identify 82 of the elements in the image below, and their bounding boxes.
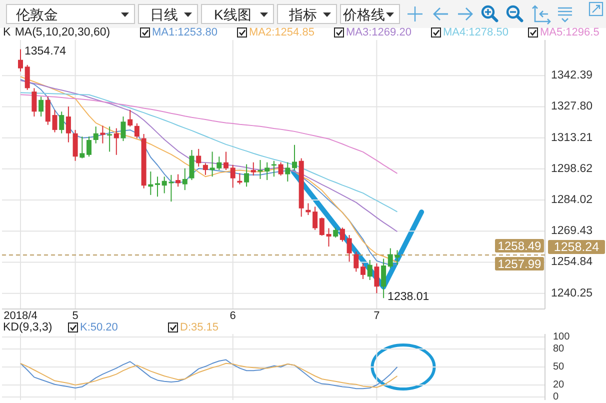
y-tick-label: 1342.39 [551, 70, 593, 82]
candlestick [80, 136, 85, 159]
candlestick [326, 228, 332, 248]
candlestick [250, 162, 256, 176]
candlestick [52, 109, 58, 133]
y-tick-label: 20 [553, 380, 565, 390]
candlestick [86, 136, 92, 158]
candlestick [367, 259, 372, 281]
ref-line-label: 1258.24 [554, 240, 600, 254]
text: 1258.49 [498, 238, 542, 253]
y-tick-label: 100 [553, 332, 570, 342]
annotation: 1354.74 [24, 45, 67, 58]
candlestick [381, 258, 386, 299]
text: MA3:1269.20 [346, 26, 412, 38]
candlestick [18, 48, 23, 72]
candlestick [394, 250, 400, 266]
dropdown: 伦敦金 [6, 4, 135, 24]
candlestick [374, 262, 380, 294]
y-tick-label: 80 [553, 344, 565, 354]
candlestick [134, 122, 140, 139]
x-tick-label: 7 [374, 310, 380, 322]
candlestick [196, 148, 202, 168]
y-tick-label: 1298.62 [551, 162, 593, 175]
candlestick [312, 206, 318, 230]
dropdown: 指标 [277, 4, 337, 24]
text: MA2:1254.85 [249, 26, 314, 38]
dropdown: K线图 [201, 4, 274, 24]
y-tick-label: 1313.21 [551, 132, 593, 144]
y-tick-label: 50 [553, 362, 565, 372]
candlestick [182, 168, 188, 191]
y-tick-label: 1327.80 [551, 100, 593, 113]
candlestick [189, 149, 194, 181]
y-tick-label: 1254.84 [551, 256, 594, 268]
candlestick [45, 96, 50, 126]
candlestick [72, 129, 78, 162]
dropdown: 日线 [138, 4, 198, 24]
chart-title: K [3, 26, 11, 38]
candlestick [155, 176, 160, 198]
x-tick-label: 6 [230, 310, 236, 322]
candlestick [202, 162, 208, 176]
candlestick [59, 111, 64, 134]
text: K:50.20 [80, 322, 118, 334]
candlestick [100, 125, 106, 144]
candlestick [340, 227, 345, 242]
line-series [20, 92, 398, 212]
candlestick [292, 144, 297, 171]
candlestick [114, 128, 119, 156]
candlestick [354, 251, 359, 272]
y-tick-label: 1240.25 [551, 287, 593, 300]
y-tick-label: 1269.43 [551, 225, 593, 238]
candlestick [346, 234, 352, 262]
y-tick-label: 0 [553, 392, 559, 402]
candlestick [224, 151, 228, 171]
candlestick [93, 126, 98, 144]
x-tick-label: 2018/4 [4, 310, 38, 322]
candlestick [38, 96, 44, 118]
legend-title: MA(5,10,20,30,60) [14, 26, 110, 38]
candlestick [388, 248, 393, 269]
candlestick [66, 106, 71, 143]
text: MA4:1278.50 [443, 26, 508, 38]
candlestick [176, 174, 181, 188]
candlestick [107, 126, 112, 152]
x-tick-label: 5 [72, 310, 78, 322]
candlestick [128, 109, 133, 128]
text: MA1:1253.80 [152, 26, 218, 38]
candlestick [32, 88, 37, 118]
candlestick [120, 116, 126, 142]
candlestick [319, 217, 324, 236]
text: MA5:1296.5 [540, 26, 600, 38]
dropdown: 价格线 [340, 4, 400, 24]
candlestick [24, 64, 30, 90]
candlestick [230, 164, 236, 188]
candlestick [285, 162, 290, 182]
candlestick [278, 162, 284, 176]
text: 1257.99 [498, 256, 542, 271]
candlestick [333, 227, 338, 238]
candlestick [244, 164, 250, 188]
chart-title: KD(9,3,3) [3, 322, 52, 334]
candlestick [360, 262, 366, 280]
annotation: 1238.01 [388, 291, 430, 304]
y-tick-label: 1284.02 [551, 194, 593, 206]
text: D:35.15 [180, 322, 219, 334]
